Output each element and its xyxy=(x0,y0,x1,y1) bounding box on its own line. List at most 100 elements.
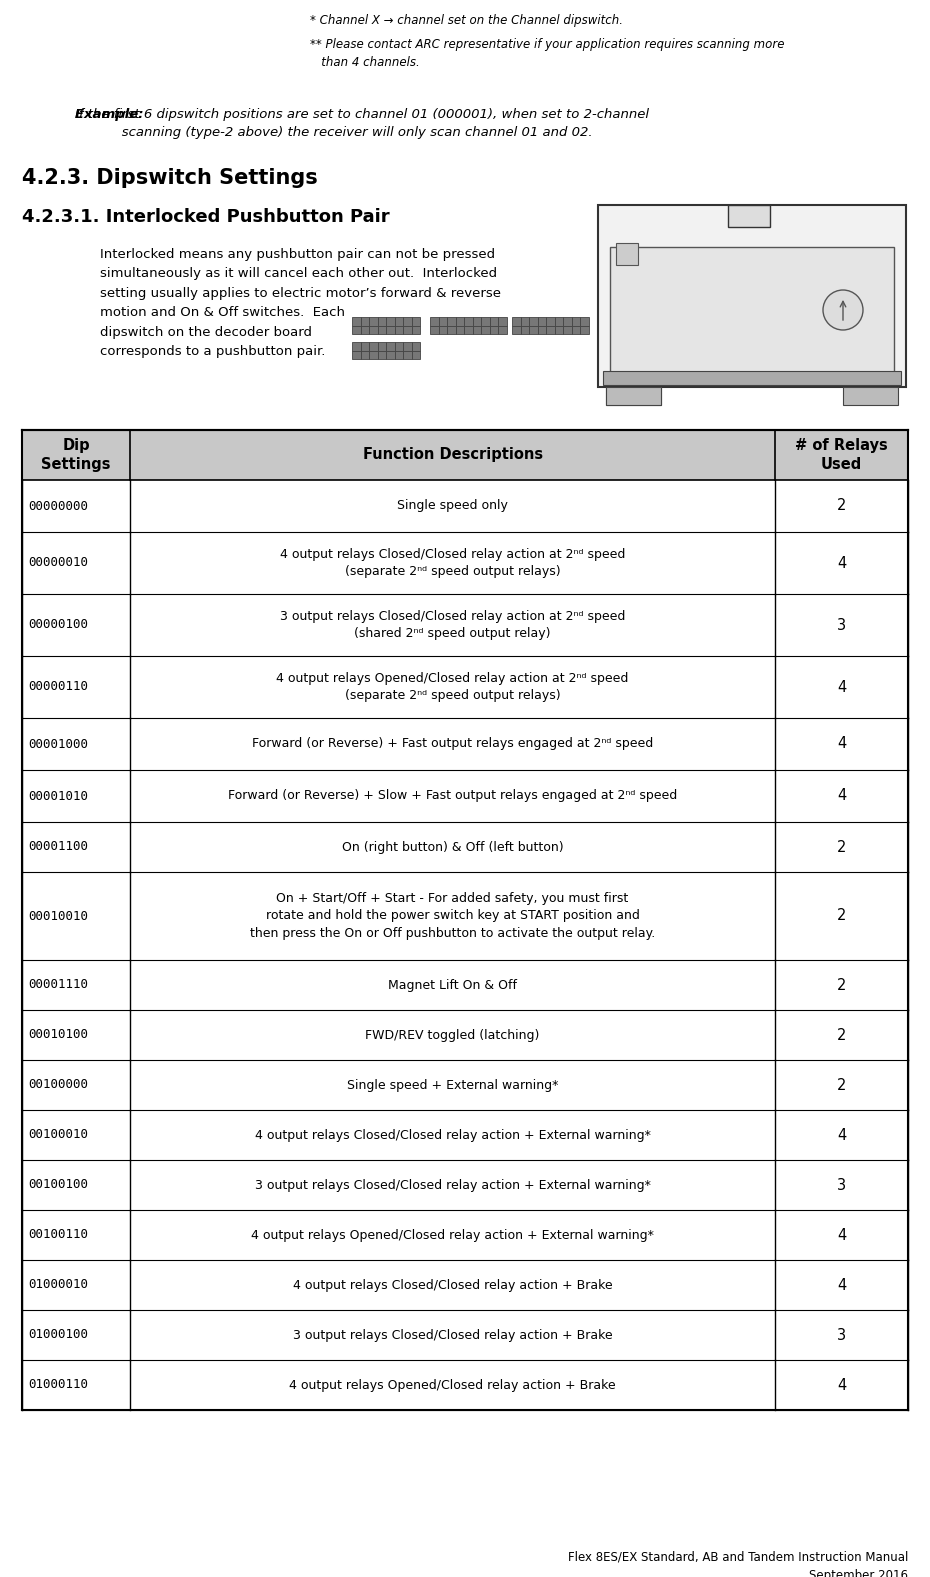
Text: Single speed + External warning*: Single speed + External warning* xyxy=(347,1079,558,1091)
Text: On (right button) & Off (left button): On (right button) & Off (left button) xyxy=(342,841,564,853)
Bar xyxy=(538,317,546,325)
Bar xyxy=(464,325,472,334)
Bar xyxy=(352,325,361,334)
Text: 4 output relays Opened/Closed relay action + External warning*: 4 output relays Opened/Closed relay acti… xyxy=(251,1228,654,1241)
Text: 4: 4 xyxy=(837,1227,846,1243)
Text: 00001110: 00001110 xyxy=(28,978,88,992)
Text: 2: 2 xyxy=(837,1028,846,1042)
Text: 4.2.3.1. Interlocked Pushbutton Pair: 4.2.3.1. Interlocked Pushbutton Pair xyxy=(22,208,390,226)
Bar xyxy=(411,317,420,325)
Text: 4: 4 xyxy=(837,736,846,752)
Bar xyxy=(411,325,420,334)
Bar xyxy=(361,325,369,334)
Bar xyxy=(22,595,908,656)
Bar xyxy=(616,243,638,265)
Text: On + Start/Off + Start - For added safety, you must first
rotate and hold the po: On + Start/Off + Start - For added safet… xyxy=(250,893,656,940)
Text: 3 output relays Closed/Closed relay action + External warning*: 3 output relays Closed/Closed relay acti… xyxy=(255,1178,650,1192)
Text: 4: 4 xyxy=(837,680,846,694)
Bar xyxy=(386,342,394,350)
Bar xyxy=(403,317,411,325)
Bar xyxy=(22,479,908,531)
Text: 00001010: 00001010 xyxy=(28,790,88,803)
Bar xyxy=(386,317,394,325)
Text: 01000100: 01000100 xyxy=(28,1328,88,1342)
Bar xyxy=(481,325,489,334)
Bar xyxy=(554,317,563,325)
Bar xyxy=(352,317,361,325)
Bar xyxy=(529,317,538,325)
Text: 4 output relays Closed/Closed relay action + Brake: 4 output relays Closed/Closed relay acti… xyxy=(293,1279,613,1292)
Bar xyxy=(598,205,906,386)
Bar xyxy=(22,822,908,872)
Text: 4 output relays Closed/Closed relay action + External warning*: 4 output relays Closed/Closed relay acti… xyxy=(255,1129,650,1142)
Text: 3: 3 xyxy=(837,1178,846,1192)
Bar xyxy=(563,325,572,334)
Text: 00000110: 00000110 xyxy=(28,681,88,694)
Bar xyxy=(498,317,507,325)
Bar xyxy=(472,317,481,325)
Bar xyxy=(378,342,386,350)
Bar xyxy=(580,317,589,325)
Bar xyxy=(22,1161,908,1210)
Circle shape xyxy=(823,290,863,330)
Text: 4: 4 xyxy=(837,1128,846,1142)
Bar xyxy=(369,317,378,325)
Bar xyxy=(22,1060,908,1110)
Bar xyxy=(430,325,439,334)
Bar xyxy=(572,317,580,325)
Text: Function Descriptions: Function Descriptions xyxy=(363,448,543,462)
Text: Example:: Example: xyxy=(75,107,153,121)
Text: 3 output relays Closed/Closed relay action + Brake: 3 output relays Closed/Closed relay acti… xyxy=(293,1328,613,1342)
Bar xyxy=(378,325,386,334)
Bar xyxy=(554,325,563,334)
Bar xyxy=(456,317,464,325)
Text: 00001000: 00001000 xyxy=(28,738,88,751)
Text: 4 output relays Opened/Closed relay action at 2ⁿᵈ speed
(separate 2ⁿᵈ speed outp: 4 output relays Opened/Closed relay acti… xyxy=(276,672,629,702)
Text: Single speed only: Single speed only xyxy=(397,500,508,513)
Bar xyxy=(447,325,456,334)
Bar xyxy=(529,325,538,334)
Text: 01000010: 01000010 xyxy=(28,1279,88,1292)
Text: 3: 3 xyxy=(837,1328,846,1342)
Bar xyxy=(22,1009,908,1060)
Bar xyxy=(378,350,386,360)
Bar xyxy=(411,350,420,360)
Bar xyxy=(22,1359,908,1410)
Bar xyxy=(580,325,589,334)
Bar xyxy=(22,531,908,595)
Text: Forward (or Reverse) + Slow + Fast output relays engaged at 2ⁿᵈ speed: Forward (or Reverse) + Slow + Fast outpu… xyxy=(228,790,677,803)
Bar xyxy=(22,1310,908,1359)
Bar xyxy=(369,342,378,350)
Bar xyxy=(430,317,439,325)
Bar xyxy=(22,960,908,1009)
Bar xyxy=(369,325,378,334)
Bar xyxy=(538,325,546,334)
Bar xyxy=(489,317,498,325)
Bar xyxy=(22,656,908,718)
Text: 2: 2 xyxy=(837,908,846,924)
Bar xyxy=(603,371,901,385)
Text: 4: 4 xyxy=(837,1377,846,1392)
Bar xyxy=(447,317,456,325)
Text: ** Please contact ARC representative if your application requires scanning more
: ** Please contact ARC representative if … xyxy=(310,38,785,69)
Text: 00000000: 00000000 xyxy=(28,500,88,513)
Text: Interlocked means any pushbutton pair can not be pressed
simultaneously as it wi: Interlocked means any pushbutton pair ca… xyxy=(100,248,501,358)
Text: 00100000: 00100000 xyxy=(28,1079,88,1091)
Bar xyxy=(546,325,554,334)
Text: FWD/REV toggled (latching): FWD/REV toggled (latching) xyxy=(365,1028,539,1041)
Bar xyxy=(22,872,908,960)
Bar xyxy=(394,342,403,350)
Bar xyxy=(386,350,394,360)
Bar xyxy=(22,431,908,479)
Bar xyxy=(378,317,386,325)
Bar xyxy=(22,1110,908,1161)
Bar xyxy=(403,350,411,360)
Bar xyxy=(369,350,378,360)
Bar xyxy=(403,325,411,334)
Bar xyxy=(394,350,403,360)
Bar xyxy=(403,342,411,350)
Bar xyxy=(843,386,898,405)
Text: Magnet Lift On & Off: Magnet Lift On & Off xyxy=(388,978,517,992)
Bar xyxy=(606,386,661,405)
Text: 3: 3 xyxy=(837,618,846,632)
